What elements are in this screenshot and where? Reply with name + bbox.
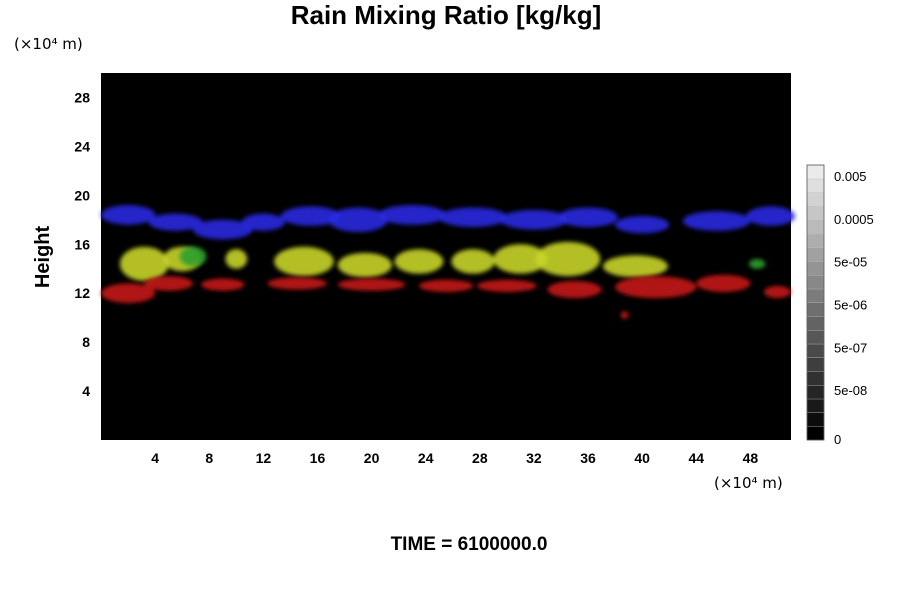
region-0-0 — [101, 205, 156, 225]
colorbar-step — [806, 261, 825, 276]
region-0-6 — [378, 205, 447, 225]
colorbar-step — [806, 398, 825, 414]
x-tick-label: 24 — [418, 450, 434, 466]
region-0-3 — [241, 213, 285, 231]
colorbar-step — [806, 426, 825, 441]
region-3-6 — [477, 279, 537, 292]
region-3-1 — [144, 276, 194, 291]
region-1-5 — [394, 249, 444, 274]
region-1-8 — [535, 241, 601, 277]
colorbar-step — [806, 219, 825, 235]
region-0-4 — [280, 206, 341, 226]
region-1-3 — [274, 246, 334, 277]
colorbar-step — [806, 233, 825, 249]
colorbar-step — [806, 164, 825, 180]
y-tick-label: 24 — [74, 138, 90, 154]
y-tick-label: 4 — [82, 383, 90, 399]
colorbar — [806, 164, 825, 441]
colorbar-label: 5e-08 — [834, 383, 867, 398]
y-axis: 4 8 12 16 20 24 28 — [74, 89, 90, 399]
region-3-3 — [267, 277, 327, 290]
region-1-9 — [602, 255, 668, 278]
y-tick-label: 16 — [74, 236, 90, 252]
x-axis: 4 8 12 16 20 24 28 32 36 40 44 48 — [151, 450, 758, 466]
region-3-9 — [696, 274, 751, 292]
series-2 — [179, 246, 766, 269]
x-tick-label: 28 — [472, 450, 488, 466]
y-tick-label: 12 — [74, 285, 90, 301]
colorbar-step — [806, 274, 825, 290]
colorbar-step — [806, 206, 825, 221]
x-tick-label: 4 — [151, 450, 159, 466]
y-axis-unit: (×10⁴ m) — [14, 35, 83, 53]
region-3-7 — [547, 280, 602, 299]
colorbar-step — [806, 371, 825, 386]
y-tick-label: 8 — [82, 334, 90, 350]
colorbar-step — [806, 357, 825, 372]
colorbar-label: 5e-06 — [834, 298, 867, 313]
y-axis-label: Height — [32, 226, 54, 289]
colorbar-step — [806, 384, 825, 400]
series-3 — [101, 274, 791, 319]
region-0-9 — [558, 207, 618, 228]
data-regions — [101, 205, 796, 319]
y-tick-label: 28 — [74, 89, 90, 105]
region-0-7 — [439, 207, 507, 228]
region-0-12 — [746, 206, 796, 226]
region-1-0 — [119, 246, 169, 281]
colorbar-step — [806, 343, 825, 359]
series-0 — [101, 205, 796, 240]
colorbar-label: 5e-05 — [834, 255, 867, 270]
colorbar-step — [806, 247, 825, 262]
colorbar-step — [806, 178, 825, 194]
region-0-8 — [500, 210, 568, 230]
colorbar-step — [806, 192, 825, 207]
region-3-11 — [620, 311, 629, 319]
x-tick-label: 36 — [580, 450, 596, 466]
x-tick-label: 48 — [743, 450, 759, 466]
region-3-2 — [201, 278, 245, 291]
colorbar-label: 0.005 — [834, 169, 867, 184]
x-tick-label: 44 — [689, 450, 705, 466]
region-1-6 — [451, 249, 495, 274]
region-3-0 — [101, 283, 156, 303]
x-tick-label: 20 — [364, 450, 380, 466]
region-3-8 — [615, 276, 697, 299]
x-tick-label: 12 — [256, 450, 272, 466]
x-axis-unit: (×10⁴ m) — [714, 474, 783, 492]
region-0-10 — [615, 216, 670, 234]
colorbar-label: 0.0005 — [834, 212, 874, 227]
region-1-4 — [337, 252, 392, 278]
colorbar-frame — [806, 164, 825, 441]
plot-area — [101, 73, 791, 440]
region-2-0 — [179, 246, 207, 267]
chart-title: Rain Mixing Ratio [kg/kg] — [291, 0, 602, 30]
colorbar-label: 5e-07 — [834, 340, 867, 355]
region-0-2 — [193, 219, 253, 240]
region-3-4 — [337, 278, 406, 291]
colorbar-step — [806, 412, 825, 427]
region-3-5 — [418, 279, 474, 292]
region-0-5 — [328, 207, 388, 233]
x-tick-label: 32 — [526, 450, 542, 466]
colorbar-step — [806, 316, 825, 331]
series-1 — [119, 241, 668, 281]
colorbar-step — [806, 302, 825, 317]
region-1-2 — [225, 249, 248, 269]
x-tick-label: 16 — [310, 450, 326, 466]
x-tick-label: 40 — [634, 450, 650, 466]
colorbar-step — [806, 288, 825, 304]
x-tick-label: 8 — [205, 450, 213, 466]
y-tick-label: 20 — [74, 187, 90, 203]
time-label: TIME = 6100000.0 — [391, 534, 548, 555]
region-0-1 — [148, 213, 203, 231]
colorbar-step — [806, 329, 825, 345]
region-0-11 — [682, 211, 751, 231]
region-1-7 — [493, 244, 548, 274]
region-2-1 — [749, 258, 766, 269]
region-3-10 — [763, 285, 791, 299]
colorbar-label: 0 — [834, 432, 841, 447]
colorbar-labels: 0 5e-08 5e-07 5e-06 5e-05 0.0005 0.005 — [834, 169, 874, 447]
